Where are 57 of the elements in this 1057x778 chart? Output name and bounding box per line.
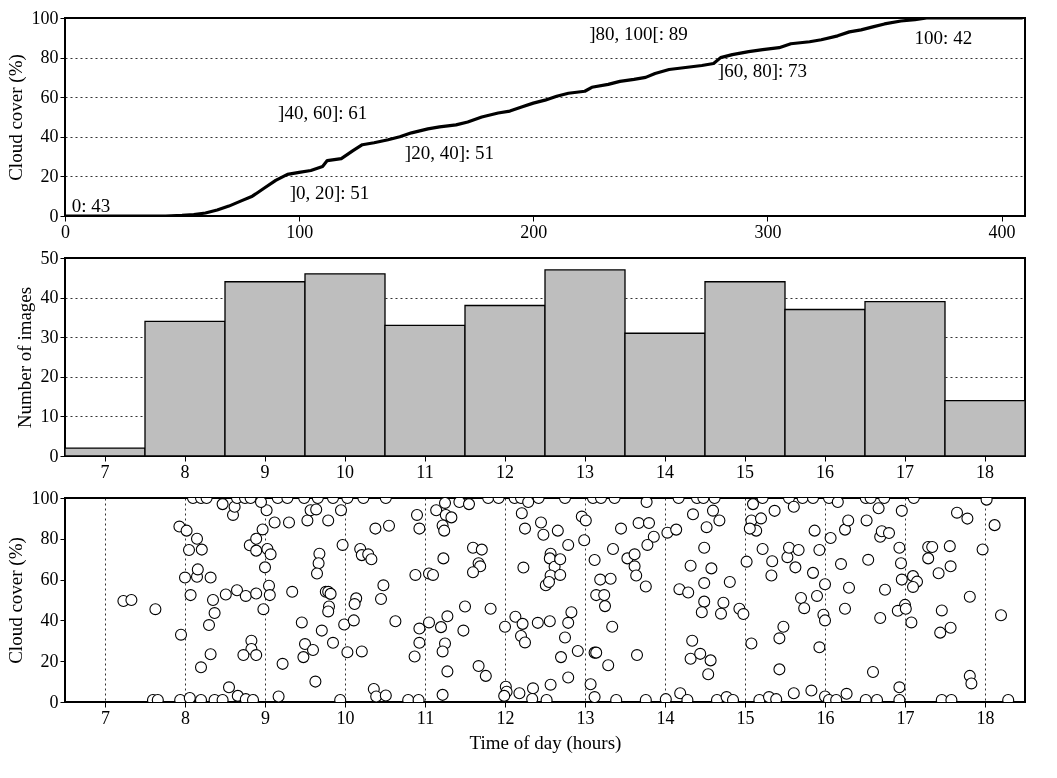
x-tick-label: 12 <box>496 461 514 482</box>
x-tick-label: 14 <box>656 461 674 482</box>
x-tick-label: 11 <box>416 461 434 482</box>
y-tick-label: 0 <box>49 445 59 466</box>
annotation: ]60, 80]: 73 <box>717 60 807 82</box>
x-tick-label: 200 <box>520 221 548 242</box>
y-tick-label: 100 <box>31 487 59 508</box>
y-tick-label: 20 <box>40 165 59 186</box>
x-tick-label: 15 <box>736 707 755 728</box>
x-tick-label: 18 <box>976 707 995 728</box>
annotation: ]80, 100[: 89 <box>589 22 688 44</box>
y-tick-label: 80 <box>40 47 59 68</box>
x-tick-label: 10 <box>336 707 355 728</box>
y-tick-label: 30 <box>40 326 59 347</box>
y-tick-label: 20 <box>40 366 59 387</box>
x-tick-label: 17 <box>896 461 914 482</box>
y-tick-label: 50 <box>40 247 59 268</box>
y-tick-label: 60 <box>40 86 59 107</box>
y-axis-title: Cloud cover (%) <box>4 537 27 664</box>
x-tick-label: 12 <box>496 707 515 728</box>
x-tick-label: 8 <box>181 707 190 728</box>
x-tick-label: 15 <box>736 461 754 482</box>
annotation: ]20, 40]: 51 <box>404 141 495 163</box>
x-tick-label: 14 <box>656 707 675 728</box>
y-tick-label: 10 <box>40 405 59 426</box>
x-tick-label: 7 <box>101 707 110 728</box>
y-tick-label: 0 <box>49 691 59 712</box>
x-axis-title: Time of day (hours) <box>469 731 622 754</box>
x-tick-label: 9 <box>260 461 270 482</box>
annotation: 100: 42 <box>914 26 973 48</box>
y-axis-title: Cloud cover (%) <box>4 54 27 181</box>
x-tick-label: 17 <box>896 707 915 728</box>
y-axis-title: Number of images <box>13 286 35 429</box>
y-tick-label: 0 <box>49 205 59 226</box>
x-tick-label: 13 <box>576 707 595 728</box>
y-tick-label: 40 <box>40 287 59 308</box>
x-tick-label: 7 <box>100 461 110 482</box>
x-tick-label: 16 <box>816 461 834 482</box>
x-tick-label: 300 <box>754 221 782 242</box>
x-tick-label: 400 <box>988 221 1016 242</box>
annotation: ]40, 60]: 61 <box>278 102 368 124</box>
x-tick-label: 8 <box>180 461 190 482</box>
y-tick-label: 100 <box>31 7 59 28</box>
x-tick-label: 13 <box>576 461 594 482</box>
x-tick-label: 16 <box>816 707 835 728</box>
y-tick-label: 40 <box>40 609 59 630</box>
x-tick-label: 9 <box>261 707 270 728</box>
x-tick-label: 18 <box>976 461 994 482</box>
x-tick-label: 10 <box>336 461 354 482</box>
y-tick-label: 60 <box>40 569 59 590</box>
y-tick-label: 40 <box>40 126 59 147</box>
y-tick-label: 80 <box>40 528 59 549</box>
x-tick-label: 100 <box>286 221 314 242</box>
x-tick-label: 11 <box>416 707 435 728</box>
y-tick-label: 20 <box>40 650 59 671</box>
annotation: 0: 43 <box>71 195 111 217</box>
annotation: ]0, 20]: 51 <box>289 182 370 204</box>
